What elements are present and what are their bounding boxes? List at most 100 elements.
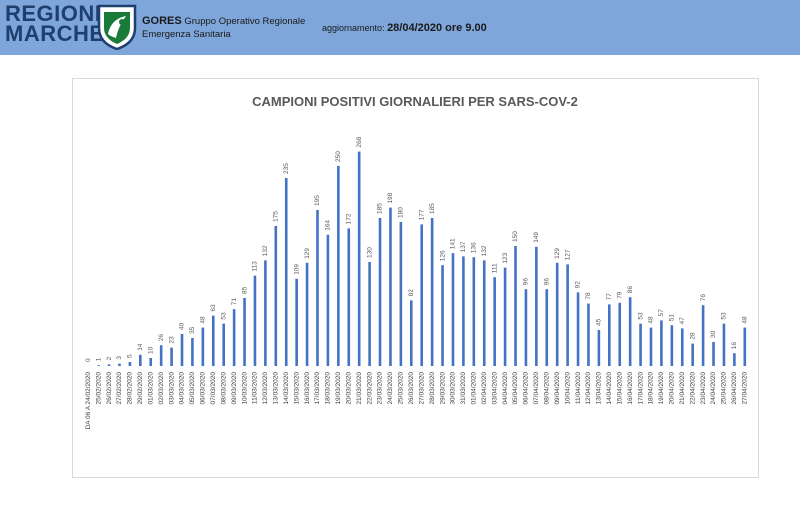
data-label: 123 <box>502 252 509 263</box>
data-label: 132 <box>262 245 269 256</box>
data-label: 35 <box>189 326 196 334</box>
data-label: 137 <box>460 241 467 252</box>
x-tick-label: 26/03/2020 <box>408 372 415 405</box>
data-label: 53 <box>637 312 644 320</box>
x-tick-label: 01/04/2020 <box>471 372 478 405</box>
region-emblem-icon <box>97 4 137 50</box>
x-tick-label: 09/03/2020 <box>231 372 238 405</box>
x-tick-label: 20/03/2020 <box>345 372 352 405</box>
data-label: 28 <box>689 332 696 340</box>
logo-line-2: MARCHE <box>5 21 105 46</box>
x-tick-label: 12/03/2020 <box>262 372 269 405</box>
bar <box>316 210 319 366</box>
x-tick-label: 19/04/2020 <box>658 372 665 405</box>
update-label: aggiornamento: <box>322 23 385 33</box>
org-desc-line-2: Emergenza Sanitaria <box>142 29 231 40</box>
x-tick-label: 12/04/2020 <box>585 372 592 405</box>
bar <box>305 262 309 366</box>
bar <box>733 353 736 366</box>
bar <box>149 358 153 366</box>
x-tick-label: 05/03/2020 <box>189 372 196 405</box>
x-tick-label: 25/02/2020 <box>95 372 102 405</box>
update-info: aggiornamento: 28/04/2020 ore 9.00 <box>322 22 487 34</box>
bar <box>680 328 684 366</box>
bar <box>420 224 424 366</box>
x-tick-label: 10/04/2020 <box>564 372 571 405</box>
data-label: 136 <box>471 242 478 253</box>
data-label: 30 <box>710 330 717 338</box>
bar <box>180 334 184 366</box>
data-label: 1 <box>95 357 102 361</box>
bar <box>274 226 278 366</box>
x-tick-label: 03/03/2020 <box>168 372 175 405</box>
org-name: GORES <box>142 15 182 27</box>
x-tick-label: 08/03/2020 <box>220 372 227 405</box>
data-label: 149 <box>533 232 540 243</box>
data-label: 26 <box>158 334 165 342</box>
data-label: 77 <box>606 293 613 301</box>
x-tick-label: 25/04/2020 <box>721 372 728 405</box>
bar <box>253 275 257 366</box>
data-label: 109 <box>293 264 300 275</box>
bar <box>128 362 132 366</box>
bar <box>503 267 507 366</box>
x-tick-label: 24/04/2020 <box>710 372 717 405</box>
org-desc-line-1: Gruppo Operativo Regionale <box>184 16 306 27</box>
x-tick-label: 13/04/2020 <box>596 372 603 405</box>
data-label: 53 <box>220 312 227 320</box>
data-label: 132 <box>481 245 488 256</box>
data-label: 10 <box>147 346 154 354</box>
data-label: 3 <box>116 356 123 360</box>
bar <box>691 343 694 366</box>
bar <box>639 323 642 366</box>
bar <box>555 262 559 366</box>
data-label: 51 <box>669 314 676 322</box>
bar <box>545 289 549 366</box>
org-label: GORES Gruppo Operativo Regionale Emergen… <box>142 15 305 41</box>
bar <box>670 325 674 366</box>
bar <box>389 207 392 366</box>
bar <box>701 305 705 366</box>
bar <box>264 260 267 366</box>
data-label: 150 <box>512 231 519 242</box>
bar <box>97 365 100 366</box>
x-tick-label: 08/04/2020 <box>543 372 550 405</box>
bar <box>587 303 590 366</box>
x-tick-label: DA 06 A 24/02/2020 <box>85 372 92 430</box>
x-tick-label: 26/02/2020 <box>106 372 113 405</box>
bar <box>722 323 726 366</box>
bar <box>566 264 569 366</box>
bar <box>159 345 163 366</box>
bar <box>618 302 622 366</box>
x-tick-label: 19/03/2020 <box>335 372 342 405</box>
bar <box>326 234 330 366</box>
bar <box>441 265 444 366</box>
data-label: 96 <box>523 278 530 286</box>
bar <box>743 327 747 366</box>
data-label: 48 <box>648 316 655 324</box>
bar <box>191 338 194 366</box>
data-label: 79 <box>616 291 623 299</box>
x-tick-label: 25/03/2020 <box>398 372 405 405</box>
x-tick-label: 15/04/2020 <box>616 372 623 405</box>
bar <box>482 260 486 366</box>
data-label: 47 <box>679 317 686 325</box>
x-tick-label: 18/03/2020 <box>325 372 332 405</box>
data-label: 16 <box>731 342 738 350</box>
bar <box>222 323 225 366</box>
data-label: 78 <box>585 292 592 300</box>
data-label: 164 <box>325 220 332 231</box>
bar <box>368 262 371 366</box>
chart-title: CAMPIONI POSITIVI GIORNALIERI PER SARS-C… <box>252 94 578 109</box>
header-bar: REGIONE MARCHE GORES Gruppo Operativo Re… <box>0 0 800 55</box>
data-label: 129 <box>554 248 561 259</box>
data-label: 130 <box>366 247 373 258</box>
data-label: 48 <box>742 316 749 324</box>
data-label: 141 <box>450 238 457 249</box>
x-tick-label: 15/03/2020 <box>293 372 300 405</box>
data-label: 85 <box>241 286 248 294</box>
x-tick-label: 28/03/2020 <box>429 372 436 405</box>
bar <box>357 151 361 366</box>
bar <box>430 218 434 366</box>
bar <box>337 166 340 366</box>
